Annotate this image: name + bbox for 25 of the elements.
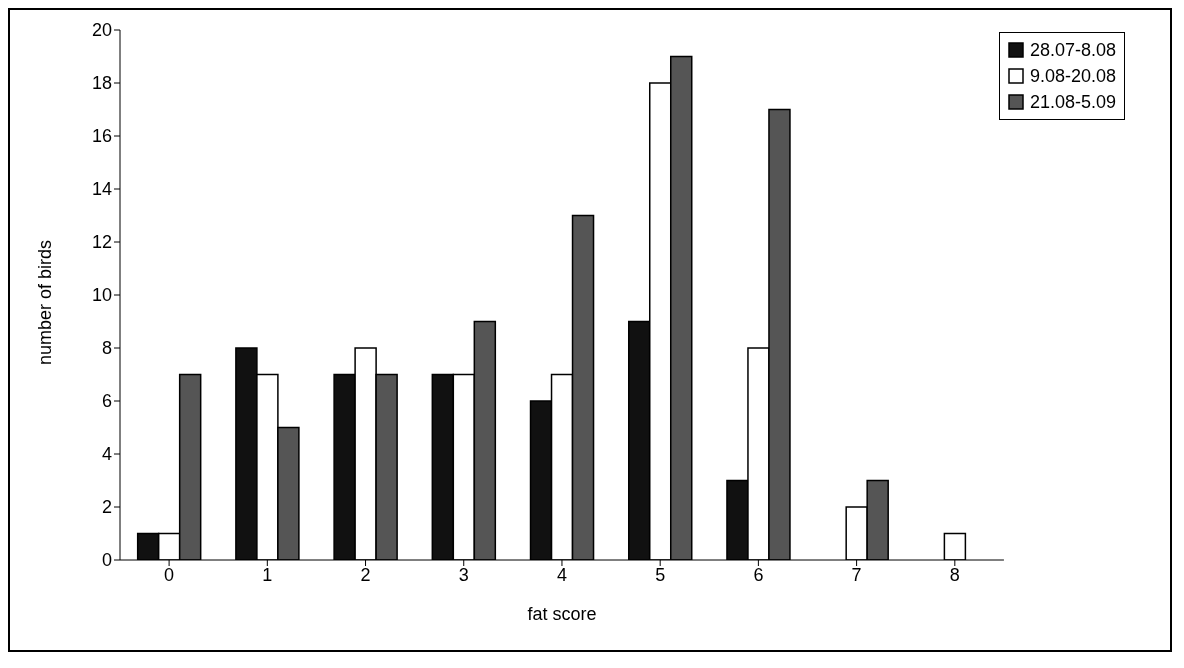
x-tick-label: 4 [556,564,567,585]
x-tick-label: 3 [458,564,469,585]
x-tick-label: 8 [949,564,960,585]
x-axis-title: fat score [527,604,597,624]
legend-label: 9.08-20.08 [1029,65,1116,88]
y-tick-label: 2 [101,497,112,518]
x-tick-label: 6 [753,564,764,585]
x-tick-label: 0 [164,564,175,585]
y-tick-label: 18 [91,73,112,94]
y-tick-label: 6 [101,391,112,412]
y-tick-label: 0 [101,550,112,571]
y-tick-label: 10 [91,285,112,306]
y-tick-label: 12 [91,232,112,253]
y-tick-label: 16 [91,126,112,147]
y-tick-label: 8 [101,338,112,359]
legend-label: 21.08-5.09 [1029,91,1116,114]
y-tick-label: 14 [91,179,112,200]
x-tick-label: 1 [262,564,273,585]
x-tick-label: 2 [360,564,371,585]
y-axis-title: number of birds [35,239,56,365]
legend-label: 28.07-8.08 [1029,39,1116,62]
x-tick-label: 5 [655,564,666,585]
y-tick-label: 4 [101,444,112,465]
y-tick-label: 20 [91,20,112,41]
x-tick-label: 7 [851,564,862,585]
